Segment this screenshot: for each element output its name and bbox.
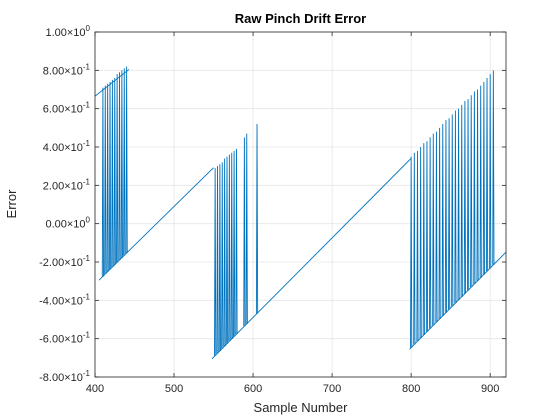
- spike: [216, 166, 219, 354]
- spike: [255, 123, 259, 314]
- spike: [457, 108, 460, 300]
- y-tick-label: 1.00×100: [45, 24, 90, 39]
- plot-area: [95, 32, 506, 377]
- spike: [460, 104, 463, 297]
- y-tick-label: 6.00×10-1: [43, 101, 91, 116]
- spike: [482, 81, 485, 275]
- spike: [113, 77, 116, 265]
- y-tick-label: -4.00×10-1: [39, 292, 90, 307]
- spike: [233, 150, 236, 337]
- x-tick-label: 400: [86, 383, 104, 395]
- spike: [116, 74, 119, 263]
- spike: [479, 85, 482, 278]
- spike: [221, 162, 224, 349]
- spike: [438, 127, 441, 319]
- spike: [235, 148, 238, 335]
- drift-line: [409, 251, 506, 350]
- x-tick-label: 900: [481, 383, 499, 395]
- spike: [454, 110, 457, 304]
- spike: [218, 164, 221, 351]
- y-tick-label: 0.00×100: [45, 216, 90, 231]
- spike: [435, 131, 438, 323]
- spike: [123, 68, 126, 256]
- spike: [492, 70, 495, 265]
- spike: [473, 91, 476, 284]
- spike: [104, 85, 107, 274]
- x-tick-label: 800: [402, 383, 420, 395]
- spike: [228, 154, 231, 342]
- spike: [108, 81, 112, 270]
- spike: [444, 120, 448, 313]
- x-tick-label: 700: [323, 383, 341, 395]
- spike: [485, 77, 489, 272]
- data-series: [95, 66, 506, 360]
- spike: [441, 123, 444, 316]
- y-tick-label: -8.00×10-1: [39, 369, 90, 384]
- spike: [118, 72, 121, 261]
- spike: [410, 156, 413, 348]
- spike: [451, 114, 454, 307]
- spike: [489, 74, 492, 269]
- x-axis-label: Sample Number: [254, 400, 349, 415]
- y-tick-label: -6.00×10-1: [39, 331, 90, 346]
- spike: [470, 95, 473, 288]
- x-axis: 400 500 600 700 800 900: [86, 32, 499, 395]
- spike: [419, 146, 422, 339]
- spike: [463, 100, 466, 294]
- spike: [429, 137, 432, 329]
- spike: [466, 99, 470, 291]
- spike: [413, 152, 416, 345]
- x-tick-label: 600: [244, 383, 262, 395]
- spike: [245, 133, 248, 324]
- spike: [106, 83, 109, 272]
- spike: [476, 89, 479, 281]
- spike: [111, 79, 114, 268]
- spike: [120, 70, 123, 258]
- spike: [448, 118, 451, 310]
- y-tick-label: 8.00×10-1: [43, 62, 91, 77]
- spike: [432, 133, 435, 326]
- spike: [230, 152, 233, 339]
- spike: [214, 168, 217, 356]
- y-tick-label: 2.00×10-1: [43, 177, 91, 192]
- spike: [422, 143, 425, 335]
- axes-box: [94, 31, 507, 378]
- chart-title: Raw Pinch Drift Error: [235, 11, 366, 26]
- spike: [125, 66, 128, 254]
- x-tick-label: 500: [165, 383, 183, 395]
- spike: [101, 87, 104, 277]
- y-axis-label: Error: [4, 189, 19, 219]
- spike: [416, 150, 419, 342]
- y-axis: 1.00×100 8.00×10-1 6.00×10-1 4.00×10-1 2.00×…: [39, 24, 506, 384]
- y-tick-label: 4.00×10-1: [43, 139, 91, 154]
- y-tick-label: -2.00×10-1: [39, 254, 90, 269]
- spike: [425, 141, 429, 332]
- spike: [225, 156, 229, 344]
- spike: [223, 158, 226, 347]
- spike: [243, 137, 246, 327]
